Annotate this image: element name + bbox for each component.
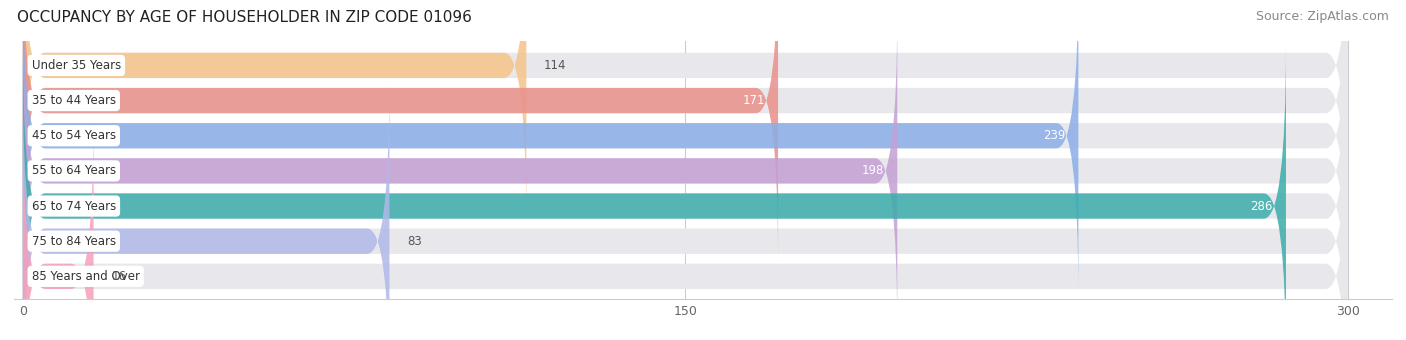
FancyBboxPatch shape <box>22 0 1078 299</box>
Text: 198: 198 <box>862 164 884 177</box>
FancyBboxPatch shape <box>22 0 1348 264</box>
FancyBboxPatch shape <box>22 8 897 334</box>
FancyBboxPatch shape <box>22 78 1348 340</box>
Text: 35 to 44 Years: 35 to 44 Years <box>32 94 115 107</box>
FancyBboxPatch shape <box>22 0 1348 228</box>
Text: 83: 83 <box>408 235 422 248</box>
Text: 65 to 74 Years: 65 to 74 Years <box>32 200 115 212</box>
FancyBboxPatch shape <box>22 78 389 340</box>
Text: OCCUPANCY BY AGE OF HOUSEHOLDER IN ZIP CODE 01096: OCCUPANCY BY AGE OF HOUSEHOLDER IN ZIP C… <box>17 10 472 25</box>
Text: Source: ZipAtlas.com: Source: ZipAtlas.com <box>1256 10 1389 23</box>
Text: 171: 171 <box>742 94 765 107</box>
Text: Under 35 Years: Under 35 Years <box>32 59 121 72</box>
Text: 75 to 84 Years: 75 to 84 Years <box>32 235 115 248</box>
Text: 114: 114 <box>544 59 567 72</box>
FancyBboxPatch shape <box>22 0 526 228</box>
Text: 286: 286 <box>1250 200 1272 212</box>
Text: 239: 239 <box>1043 129 1066 142</box>
FancyBboxPatch shape <box>22 113 1348 340</box>
FancyBboxPatch shape <box>22 8 1348 334</box>
Text: 45 to 54 Years: 45 to 54 Years <box>32 129 115 142</box>
Text: 85 Years and Over: 85 Years and Over <box>32 270 139 283</box>
FancyBboxPatch shape <box>22 43 1286 340</box>
FancyBboxPatch shape <box>22 0 1348 299</box>
Text: 16: 16 <box>111 270 127 283</box>
FancyBboxPatch shape <box>22 43 1348 340</box>
FancyBboxPatch shape <box>22 113 94 340</box>
Text: 55 to 64 Years: 55 to 64 Years <box>32 164 115 177</box>
FancyBboxPatch shape <box>22 0 778 264</box>
